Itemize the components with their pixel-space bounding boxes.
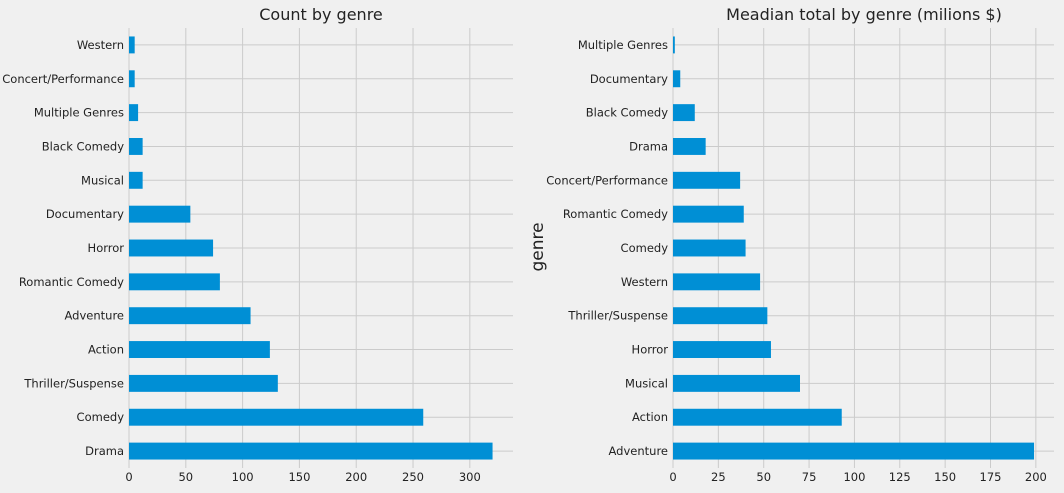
category-label: Adventure (65, 309, 124, 323)
x-tick-label: 150 (288, 470, 310, 484)
bar (673, 374, 800, 392)
bar (129, 442, 493, 460)
x-tick-labels: 0 50 100 150 200 250 300 (125, 470, 480, 484)
category-label: Multiple Genres (578, 38, 668, 52)
category-label: Musical (81, 173, 124, 187)
category-label: Action (632, 410, 668, 424)
x-tick-label: 50 (178, 470, 193, 484)
grid-lines (128, 28, 513, 468)
chart-title: Meadian total by genre (milions $) (726, 5, 1002, 24)
x-tick-label: 175 (980, 470, 1002, 484)
category-label: Drama (629, 139, 668, 153)
bar (129, 374, 278, 392)
count-by-genre-chart: Count by genre Western Concert/Performanc… (2, 5, 513, 484)
category-label: Musical (625, 376, 668, 390)
x-tick-label: 300 (459, 470, 481, 484)
chart-title: Count by genre (259, 5, 383, 24)
category-label: Black Comedy (42, 139, 124, 153)
median-total-by-genre-chart: Meadian total by genre (milions $) genre… (528, 5, 1054, 484)
bar (673, 171, 741, 189)
bar (129, 138, 143, 155)
bar (129, 171, 143, 189)
bar (129, 273, 220, 291)
category-label: Western (77, 38, 124, 52)
bar (673, 104, 695, 122)
x-tick-labels: 0 25 50 75 100 125 150 175 200 (669, 470, 1046, 484)
bar (129, 205, 191, 223)
x-tick-label: 125 (889, 470, 911, 484)
category-label: Horror (88, 241, 125, 255)
bar (673, 205, 744, 223)
x-tick-label: 200 (345, 470, 367, 484)
bar (129, 104, 139, 122)
bar (673, 239, 746, 257)
category-label: Drama (85, 444, 124, 458)
category-label: Comedy (621, 241, 669, 255)
category-label: Action (88, 343, 124, 357)
category-label: Romantic Comedy (563, 207, 668, 221)
category-label: Thriller/Suspense (567, 309, 668, 323)
bar (129, 239, 214, 257)
category-label: Thriller/Suspense (23, 376, 124, 390)
x-tick-label: 50 (756, 470, 771, 484)
x-tick-label: 100 (232, 470, 254, 484)
category-label: Horror (632, 343, 669, 357)
bar (673, 273, 761, 291)
bar (129, 70, 135, 88)
bar (673, 36, 675, 54)
x-tick-label: 75 (802, 470, 817, 484)
grid-lines (672, 28, 1054, 468)
bar (129, 408, 424, 426)
bar (673, 408, 842, 426)
bars (673, 36, 1035, 460)
bar (129, 307, 251, 325)
category-label: Western (621, 275, 668, 289)
category-label: Documentary (46, 207, 124, 221)
x-tick-label: 0 (669, 470, 676, 484)
bar (673, 70, 681, 88)
category-label: Concert/Performance (546, 173, 668, 187)
x-tick-label: 100 (843, 470, 865, 484)
category-label: Comedy (77, 410, 125, 424)
category-labels: Multiple Genres Documentary Black Comedy Dr… (546, 38, 668, 458)
y-axis-label: genre (528, 222, 548, 271)
bar (129, 341, 270, 358)
x-tick-label: 200 (1025, 470, 1047, 484)
x-tick-label: 0 (125, 470, 132, 484)
x-tick-label: 250 (402, 470, 424, 484)
category-label: Black Comedy (586, 106, 668, 120)
bar (129, 36, 135, 54)
bar (673, 442, 1035, 460)
x-tick-label: 25 (711, 470, 726, 484)
category-label: Romantic Comedy (19, 275, 124, 289)
x-tick-label: 150 (934, 470, 956, 484)
category-label: Adventure (609, 444, 668, 458)
category-label: Concert/Performance (2, 72, 124, 86)
bar (673, 341, 771, 358)
category-label: Multiple Genres (34, 106, 124, 120)
bars (129, 36, 493, 460)
bar (673, 307, 768, 325)
category-labels: Western Concert/Performance Multiple Genre… (2, 38, 124, 458)
bar (673, 138, 706, 155)
category-label: Documentary (590, 72, 668, 86)
